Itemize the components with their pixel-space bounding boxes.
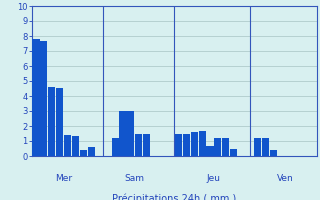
Bar <box>48 87 55 156</box>
Text: Jeu: Jeu <box>207 174 221 183</box>
Text: Mer: Mer <box>55 174 72 183</box>
Bar <box>198 130 206 156</box>
Bar <box>32 39 39 156</box>
Bar <box>64 135 71 156</box>
Bar <box>127 111 134 156</box>
Bar <box>254 138 261 156</box>
Bar <box>88 147 95 156</box>
Bar <box>222 138 229 156</box>
Bar <box>135 134 142 156</box>
Text: Précipitations 24h ( mm ): Précipitations 24h ( mm ) <box>112 194 236 200</box>
Bar <box>214 138 221 156</box>
Bar <box>230 148 237 156</box>
Bar <box>270 150 277 156</box>
Bar <box>183 134 190 156</box>
Bar <box>111 138 119 156</box>
Bar <box>262 138 269 156</box>
Bar <box>175 134 182 156</box>
Bar <box>56 88 63 156</box>
Bar <box>206 146 213 156</box>
Text: Sam: Sam <box>125 174 145 183</box>
Bar <box>119 111 126 156</box>
Bar <box>143 134 150 156</box>
Bar <box>191 132 198 156</box>
Bar <box>80 150 87 156</box>
Text: Ven: Ven <box>277 174 293 183</box>
Bar <box>72 136 79 156</box>
Bar <box>40 40 47 156</box>
